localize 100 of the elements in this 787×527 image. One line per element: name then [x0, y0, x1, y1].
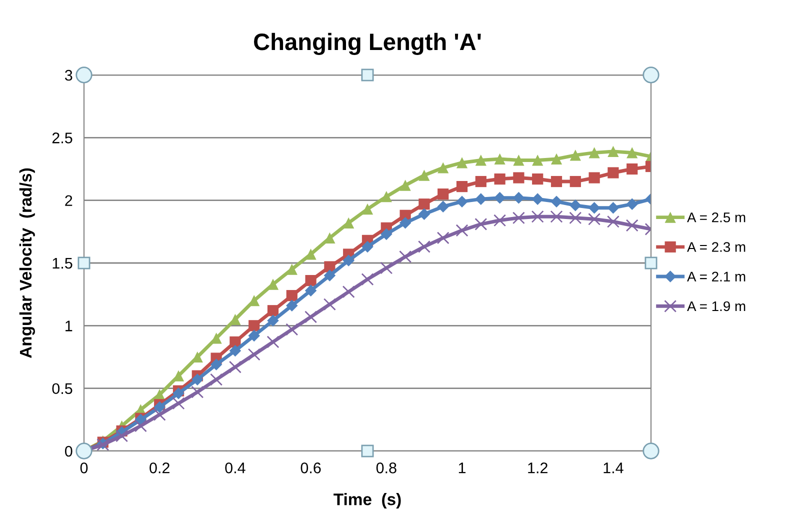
y-tick-label: 1 — [66, 320, 72, 332]
point — [380, 262, 393, 274]
point — [550, 176, 562, 188]
point — [248, 320, 260, 332]
point — [588, 147, 600, 158]
point — [588, 212, 601, 226]
point — [550, 196, 562, 208]
point — [570, 199, 582, 212]
point — [418, 208, 430, 220]
point — [532, 154, 544, 166]
point — [229, 344, 242, 357]
point — [569, 212, 582, 224]
point — [248, 330, 260, 342]
y-tick-label: 1.5 — [52, 258, 72, 269]
point — [323, 298, 336, 311]
point — [210, 373, 223, 386]
point — [342, 254, 354, 266]
point — [513, 154, 524, 166]
point — [494, 173, 506, 185]
point — [532, 193, 544, 205]
point — [456, 180, 468, 192]
legend-label: A = 1.9 m — [687, 301, 746, 312]
point — [228, 360, 242, 374]
point — [456, 157, 468, 168]
x-tick-label: 0.2 — [150, 462, 170, 474]
point — [153, 408, 166, 421]
x-tick-label: 1.2 — [528, 462, 548, 474]
y-axis-title: Angular Velocity (rad/s) — [19, 168, 35, 358]
point — [399, 217, 412, 229]
point — [570, 176, 581, 188]
point — [456, 196, 468, 208]
point — [154, 401, 166, 414]
point — [456, 224, 468, 237]
point — [494, 214, 506, 227]
point — [361, 273, 374, 286]
x-tick-label: 0.4 — [225, 462, 246, 474]
point — [304, 284, 317, 296]
point — [343, 217, 354, 228]
point — [438, 162, 449, 174]
point — [436, 232, 450, 244]
point — [267, 314, 279, 327]
point — [286, 300, 298, 312]
point — [362, 240, 374, 253]
point — [418, 198, 430, 210]
point — [513, 172, 524, 184]
point — [191, 386, 204, 398]
point — [192, 374, 204, 386]
point — [362, 204, 374, 215]
point — [494, 192, 506, 204]
point — [438, 188, 449, 200]
point — [437, 200, 449, 212]
x-tick-label: 0 — [80, 462, 88, 474]
point — [474, 218, 488, 230]
x-tick-label: 0.8 — [376, 462, 396, 474]
point — [626, 219, 638, 232]
point — [399, 250, 412, 263]
point — [305, 274, 316, 286]
chart-title: Changing Length 'A' — [254, 32, 481, 56]
point — [475, 154, 486, 166]
y-tick-label: 0.5 — [52, 383, 72, 394]
point — [512, 192, 525, 204]
point — [418, 240, 430, 253]
point — [304, 310, 318, 324]
point — [266, 336, 280, 348]
point — [116, 430, 128, 442]
y-tick-label: 3 — [64, 70, 72, 81]
point — [286, 264, 298, 275]
point — [475, 193, 487, 205]
point — [550, 210, 563, 223]
x-axis-title: Time (s) — [334, 493, 401, 509]
point — [532, 173, 544, 185]
point — [494, 153, 506, 165]
point — [608, 167, 619, 178]
point — [342, 286, 355, 298]
point — [286, 323, 298, 336]
point — [588, 202, 600, 214]
point — [608, 146, 619, 158]
point — [626, 198, 638, 210]
x-tick-label: 0.6 — [300, 462, 321, 474]
y-tick-label: 2.5 — [52, 132, 72, 144]
y-tick-label: 0 — [64, 446, 72, 457]
point — [172, 387, 184, 400]
x-tick-label: 1.4 — [604, 462, 624, 474]
point — [512, 212, 525, 224]
point — [418, 170, 430, 181]
point — [626, 147, 638, 158]
point — [588, 172, 600, 184]
point — [626, 163, 638, 175]
point — [380, 228, 392, 240]
y-tick-label: 2 — [65, 195, 72, 206]
point — [475, 176, 486, 188]
point — [550, 153, 562, 165]
point — [570, 150, 581, 161]
point — [248, 348, 260, 361]
legend-label: A = 2.1 m — [687, 272, 746, 282]
point — [267, 305, 279, 316]
point — [400, 180, 411, 191]
point — [606, 215, 620, 228]
point — [172, 397, 185, 410]
legend-label: A = 2.5 m — [687, 212, 746, 222]
